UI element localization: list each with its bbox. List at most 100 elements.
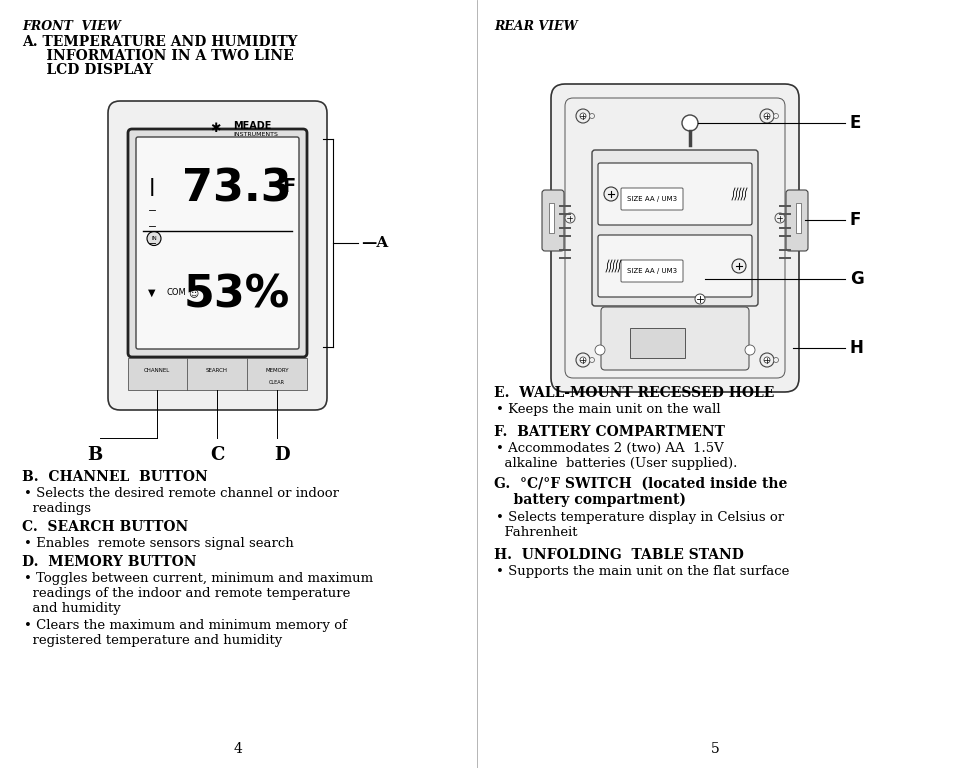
Text: A. TEMPERATURE AND HUMIDITY: A. TEMPERATURE AND HUMIDITY: [22, 35, 297, 49]
Bar: [128, 358, 307, 390]
Text: C.  SEARCH BUTTON: C. SEARCH BUTTON: [22, 520, 188, 534]
Text: 4: 4: [233, 742, 242, 756]
Text: B.  CHANNEL  BUTTON: B. CHANNEL BUTTON: [22, 470, 208, 484]
Text: B: B: [88, 446, 103, 464]
Text: • Clears the maximum and minimum memory of: • Clears the maximum and minimum memory …: [24, 619, 347, 632]
Text: 5: 5: [710, 742, 719, 756]
Circle shape: [744, 345, 754, 355]
Text: C: C: [210, 446, 224, 464]
Text: G: G: [849, 270, 862, 288]
Circle shape: [576, 353, 589, 367]
Text: INFORMATION IN A TWO LINE: INFORMATION IN A TWO LINE: [22, 49, 294, 63]
Text: Fahrenheit: Fahrenheit: [496, 526, 577, 539]
Circle shape: [760, 353, 773, 367]
Text: ▼: ▼: [148, 288, 155, 298]
Text: • Supports the main unit on the flat surface: • Supports the main unit on the flat sur…: [496, 565, 788, 578]
FancyBboxPatch shape: [108, 101, 327, 410]
FancyBboxPatch shape: [598, 235, 751, 297]
Text: E: E: [849, 114, 861, 132]
FancyBboxPatch shape: [600, 307, 748, 370]
Text: REAR VIEW: REAR VIEW: [494, 20, 577, 33]
Bar: [629, 328, 684, 358]
Text: COM: COM: [166, 289, 186, 297]
FancyBboxPatch shape: [785, 190, 807, 251]
Text: H: H: [849, 339, 863, 357]
Text: • Accommodates 2 (two) AA  1.5V: • Accommodates 2 (two) AA 1.5V: [496, 442, 723, 455]
Text: SIZE AA / UM3: SIZE AA / UM3: [626, 268, 677, 274]
Circle shape: [147, 231, 161, 246]
Text: |: |: [149, 178, 155, 196]
FancyBboxPatch shape: [715, 154, 756, 163]
Circle shape: [589, 357, 594, 362]
Circle shape: [576, 109, 589, 123]
Circle shape: [763, 357, 769, 363]
Circle shape: [773, 357, 778, 362]
Circle shape: [603, 187, 618, 201]
FancyBboxPatch shape: [136, 137, 298, 349]
Text: F.  BATTERY COMPARTMENT: F. BATTERY COMPARTMENT: [494, 425, 724, 439]
Text: SEARCH: SEARCH: [206, 368, 228, 372]
Text: readings: readings: [24, 502, 91, 515]
Circle shape: [595, 345, 604, 355]
Circle shape: [774, 213, 784, 223]
Text: 53%: 53%: [183, 273, 290, 316]
Text: E.  WALL-MOUNT RECESSED HOLE: E. WALL-MOUNT RECESSED HOLE: [494, 386, 774, 400]
FancyBboxPatch shape: [715, 176, 756, 184]
Text: ☺: ☺: [188, 288, 198, 298]
Text: • Selects the desired remote channel or indoor: • Selects the desired remote channel or …: [24, 487, 338, 500]
Bar: [795, 203, 801, 233]
Text: alkaline  batteries (User supplied).: alkaline batteries (User supplied).: [496, 457, 737, 470]
Text: CHANNEL: CHANNEL: [144, 368, 170, 372]
Text: ✱: ✱: [210, 123, 220, 135]
Circle shape: [760, 109, 773, 123]
Text: • Toggles between current, minimum and maximum: • Toggles between current, minimum and m…: [24, 572, 373, 585]
FancyBboxPatch shape: [598, 163, 751, 225]
Text: D: D: [274, 446, 290, 464]
FancyBboxPatch shape: [662, 176, 703, 184]
Text: readings of the indoor and remote temperature: readings of the indoor and remote temper…: [24, 587, 350, 600]
Text: 73.3: 73.3: [182, 167, 291, 210]
Text: • Selects temperature display in Celsius or: • Selects temperature display in Celsius…: [496, 511, 783, 524]
Text: • Keeps the main unit on the wall: • Keeps the main unit on the wall: [496, 403, 720, 416]
Text: IN: IN: [151, 236, 156, 241]
Text: SIZE AA / UM3: SIZE AA / UM3: [626, 196, 677, 202]
Circle shape: [695, 294, 704, 304]
Circle shape: [564, 213, 575, 223]
Text: —A: —A: [360, 236, 388, 250]
FancyBboxPatch shape: [595, 164, 636, 174]
FancyBboxPatch shape: [595, 176, 636, 184]
FancyBboxPatch shape: [595, 154, 636, 163]
Circle shape: [589, 114, 594, 118]
Bar: [548, 203, 554, 233]
Text: • Enables  remote sensors signal search: • Enables remote sensors signal search: [24, 537, 294, 550]
Text: LCD DISPLAY: LCD DISPLAY: [22, 63, 153, 77]
Text: MEADE: MEADE: [233, 121, 271, 131]
FancyBboxPatch shape: [128, 129, 307, 357]
FancyBboxPatch shape: [541, 190, 563, 251]
Circle shape: [731, 259, 745, 273]
Text: registered temperature and humidity: registered temperature and humidity: [24, 634, 282, 647]
Circle shape: [681, 115, 698, 131]
FancyBboxPatch shape: [620, 188, 682, 210]
Circle shape: [763, 113, 769, 119]
FancyBboxPatch shape: [620, 260, 682, 282]
FancyBboxPatch shape: [662, 164, 703, 174]
FancyBboxPatch shape: [551, 84, 799, 392]
Circle shape: [773, 114, 778, 118]
Text: F: F: [849, 211, 861, 229]
Text: G.  °C/°F SWITCH  (located inside the: G. °C/°F SWITCH (located inside the: [494, 477, 786, 491]
Text: CLEAR: CLEAR: [269, 379, 285, 385]
Circle shape: [579, 357, 585, 363]
Text: F: F: [282, 177, 295, 197]
Text: INSTRUMENTS: INSTRUMENTS: [233, 133, 277, 137]
Text: FRONT  VIEW: FRONT VIEW: [22, 20, 120, 33]
Text: H.  UNFOLDING  TABLE STAND: H. UNFOLDING TABLE STAND: [494, 548, 743, 562]
Text: MEMORY: MEMORY: [265, 368, 289, 372]
Circle shape: [579, 113, 585, 119]
Text: battery compartment): battery compartment): [494, 493, 685, 508]
FancyBboxPatch shape: [662, 154, 703, 163]
Text: °: °: [277, 170, 284, 184]
Text: D.  MEMORY BUTTON: D. MEMORY BUTTON: [22, 555, 196, 569]
Text: and humidity: and humidity: [24, 602, 121, 615]
FancyBboxPatch shape: [592, 150, 758, 306]
